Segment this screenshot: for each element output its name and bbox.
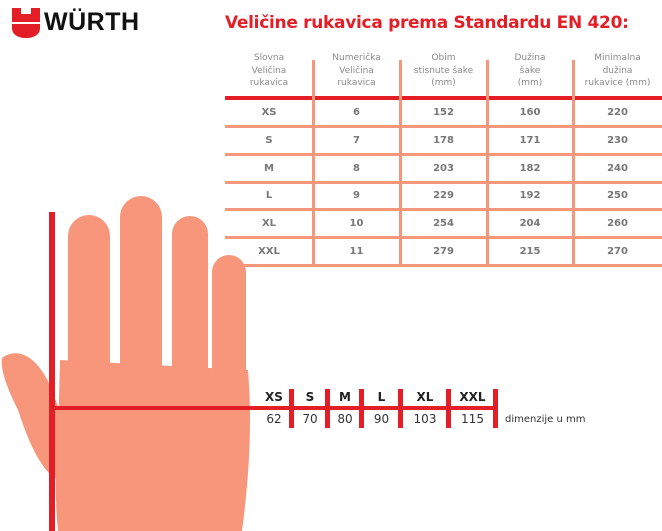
table-cell: 11	[349, 246, 364, 257]
size-value: 62	[266, 412, 282, 426]
table-cell: 178	[433, 134, 454, 146]
table-cell: 192	[519, 190, 541, 202]
row-divider	[225, 180, 662, 184]
row-divider	[225, 208, 662, 212]
column-divider	[312, 60, 315, 266]
column-divider	[486, 60, 489, 266]
table-cell: 250	[607, 190, 628, 202]
table-cell: 270	[607, 246, 628, 257]
table-cell: XS	[261, 107, 277, 118]
row-divider	[225, 236, 662, 240]
table-cell: 171	[519, 134, 541, 146]
hand-width-line	[52, 406, 496, 410]
size-label: S	[305, 390, 315, 404]
size-label: L	[377, 390, 386, 404]
size-label: XS	[265, 390, 283, 404]
row-divider	[225, 125, 662, 128]
table-cell: 279	[433, 246, 454, 257]
table-cell: 260	[607, 218, 628, 230]
size-value: 80	[337, 412, 353, 426]
table-cell: M	[264, 162, 274, 174]
table-cell: L	[265, 190, 273, 202]
column-header: Minimalna dužina rukavice (mm)	[584, 53, 651, 88]
table-cell: S	[265, 134, 273, 146]
column-divider	[572, 60, 575, 266]
table-cell: 203	[433, 162, 454, 174]
table-cell: 230	[607, 134, 628, 146]
wurth-logo-icon	[12, 8, 40, 38]
table-cell: 182	[519, 162, 541, 174]
unit-label: dimenzije u mm	[505, 414, 586, 425]
table-cell: XXL	[258, 246, 280, 257]
hand-length-line	[49, 212, 55, 531]
table-cell: 6	[353, 107, 360, 118]
size-value: 103	[413, 412, 437, 426]
table-cell: 8	[353, 162, 360, 174]
column-divider	[399, 60, 402, 266]
row-divider	[225, 152, 662, 156]
size-value: 70	[302, 412, 318, 426]
table-cell: XL	[261, 218, 277, 230]
column-header: Numerička Veličina rukavica	[332, 53, 381, 88]
table-cell: 10	[349, 218, 364, 230]
size-label: XL	[416, 390, 434, 404]
table-cell: 215	[519, 246, 541, 257]
size-label: XXL	[459, 390, 486, 404]
table-cell: 204	[519, 218, 541, 230]
page-title: Veličine rukavica prema Standardu EN 420…	[225, 13, 629, 33]
size-label: M	[339, 390, 351, 404]
size-value: 115	[461, 412, 484, 426]
table-cell: 7	[353, 134, 360, 146]
table-cell: 254	[433, 218, 454, 230]
table-cell: 160	[519, 107, 541, 118]
table-cell: 220	[607, 107, 628, 118]
size-value: 90	[373, 412, 390, 426]
column-header: Dužina šake (mm)	[514, 53, 546, 88]
column-header: Slovna Veličina rukavica	[249, 53, 289, 88]
column-header: Obim stisnute šake (mm)	[413, 53, 474, 88]
logo-text: WÜRTH	[44, 8, 140, 36]
table-cell: 9	[353, 190, 360, 202]
header-divider	[225, 96, 662, 100]
table-cell: 240	[607, 162, 628, 174]
row-divider	[225, 264, 662, 267]
table-cell: 229	[433, 190, 454, 202]
table-cell: 152	[433, 107, 454, 118]
